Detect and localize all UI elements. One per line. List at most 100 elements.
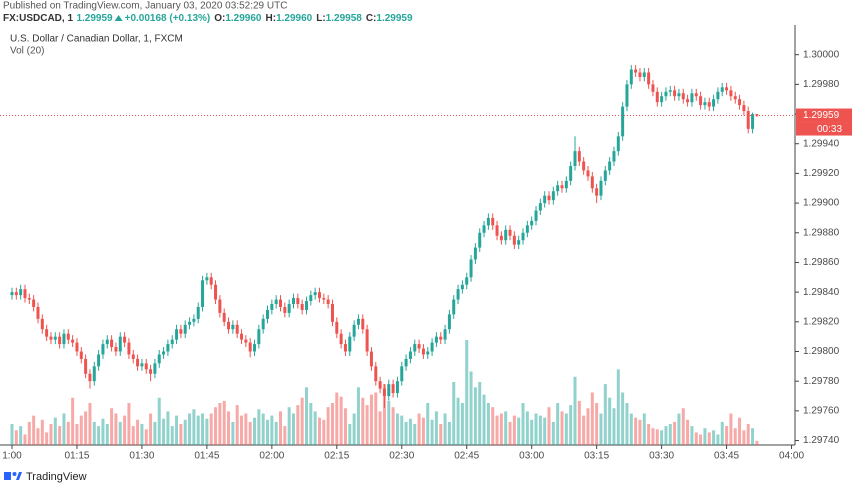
volume-bar	[690, 426, 694, 445]
candle-body	[686, 99, 690, 103]
volume-bar	[352, 413, 356, 445]
candle-body	[157, 354, 161, 364]
volume-bar	[465, 340, 469, 445]
volume-bar	[274, 421, 278, 445]
volume-bar	[244, 413, 248, 445]
h-label: H:	[266, 13, 277, 24]
candle-body	[365, 329, 369, 352]
volume-bar	[196, 415, 200, 445]
candle-body	[742, 105, 746, 112]
candle-body	[625, 84, 629, 107]
candle-body	[58, 336, 62, 345]
candle-body	[499, 235, 503, 241]
candle-body	[400, 366, 404, 382]
y-tick-label: 1.29820	[803, 316, 840, 327]
candle-body	[227, 321, 231, 330]
volume-bar	[257, 409, 261, 445]
candle-body	[478, 232, 482, 248]
candle-body	[140, 363, 144, 367]
candle-body	[326, 299, 330, 305]
candle-body	[712, 99, 716, 107]
candle-body	[629, 69, 633, 85]
y-tick-label: 1.29880	[803, 227, 840, 238]
volume-bar	[391, 407, 395, 445]
volume-bar	[400, 415, 404, 445]
volume-bar	[491, 407, 495, 445]
candle-body	[608, 161, 612, 171]
x-tick-label: 01:45	[194, 451, 219, 462]
volume-bar	[673, 421, 677, 445]
candle-body	[222, 312, 226, 322]
candle-body	[621, 106, 625, 137]
candle-body	[595, 188, 599, 196]
volume-bar	[543, 417, 547, 445]
x-tick-label: 03:15	[584, 451, 609, 462]
candle-body	[166, 344, 170, 352]
volume-bar	[443, 413, 447, 445]
volume-bar	[361, 397, 365, 445]
volume-bar	[309, 403, 313, 445]
volume-bar	[720, 421, 724, 445]
candle-body	[287, 304, 291, 313]
candle-body	[214, 284, 218, 300]
volume-bar	[499, 413, 503, 445]
volume-bar	[599, 413, 603, 445]
candle-body	[110, 339, 114, 348]
volume-bar	[23, 434, 27, 445]
candle-body	[339, 333, 343, 345]
candle-body	[651, 84, 655, 92]
candle-body	[170, 339, 174, 345]
candle-body	[274, 299, 278, 305]
candle-body	[296, 298, 300, 305]
volume-bar	[647, 424, 651, 445]
volume-bar	[45, 432, 49, 445]
volume-bar	[209, 413, 213, 445]
candle-body	[582, 161, 586, 171]
countdown-box	[796, 122, 852, 136]
volume-bar	[348, 424, 352, 445]
candle-body	[118, 336, 122, 352]
volume-bar	[582, 415, 586, 445]
candle-body	[647, 72, 651, 85]
candle-body	[62, 333, 66, 345]
candle-body	[534, 210, 538, 221]
brand-name: TradingView	[26, 471, 87, 483]
candle-body	[395, 381, 399, 394]
candle-body	[716, 91, 720, 100]
volume-bar	[110, 408, 114, 445]
candle-body	[530, 220, 534, 226]
candle-body	[127, 342, 131, 355]
volume-bar	[296, 405, 300, 445]
volume-bar	[270, 415, 274, 445]
volume-bar	[84, 411, 88, 445]
x-tick-label: 03:00	[519, 451, 544, 462]
candle-body	[201, 280, 205, 307]
volume-bar	[240, 415, 244, 445]
candle-body	[19, 289, 23, 296]
volume-bar	[430, 419, 434, 445]
candle-body	[751, 114, 755, 129]
volume-bar	[248, 421, 252, 445]
candle-body	[343, 344, 347, 352]
candle-body	[313, 292, 317, 296]
volume-bar	[114, 413, 118, 445]
volume-bar	[426, 403, 430, 445]
candle-body	[75, 342, 79, 352]
x-tick-label: 01:15	[64, 451, 89, 462]
volume-bar	[517, 417, 521, 445]
volume-bar	[755, 440, 759, 445]
volume-bar	[456, 397, 460, 445]
volume-bar	[538, 415, 542, 445]
up-arrow	[114, 15, 123, 21]
volume-bar	[153, 421, 157, 445]
volume-bar	[71, 397, 75, 445]
volume-bar	[92, 421, 96, 445]
volume-bar	[629, 413, 633, 445]
volume-bar	[612, 408, 616, 445]
candle-body	[322, 298, 326, 300]
logo-part	[16, 472, 22, 480]
candle-body	[317, 292, 321, 299]
x-tick-label: 02:00	[259, 451, 284, 462]
candle-body	[235, 324, 239, 334]
